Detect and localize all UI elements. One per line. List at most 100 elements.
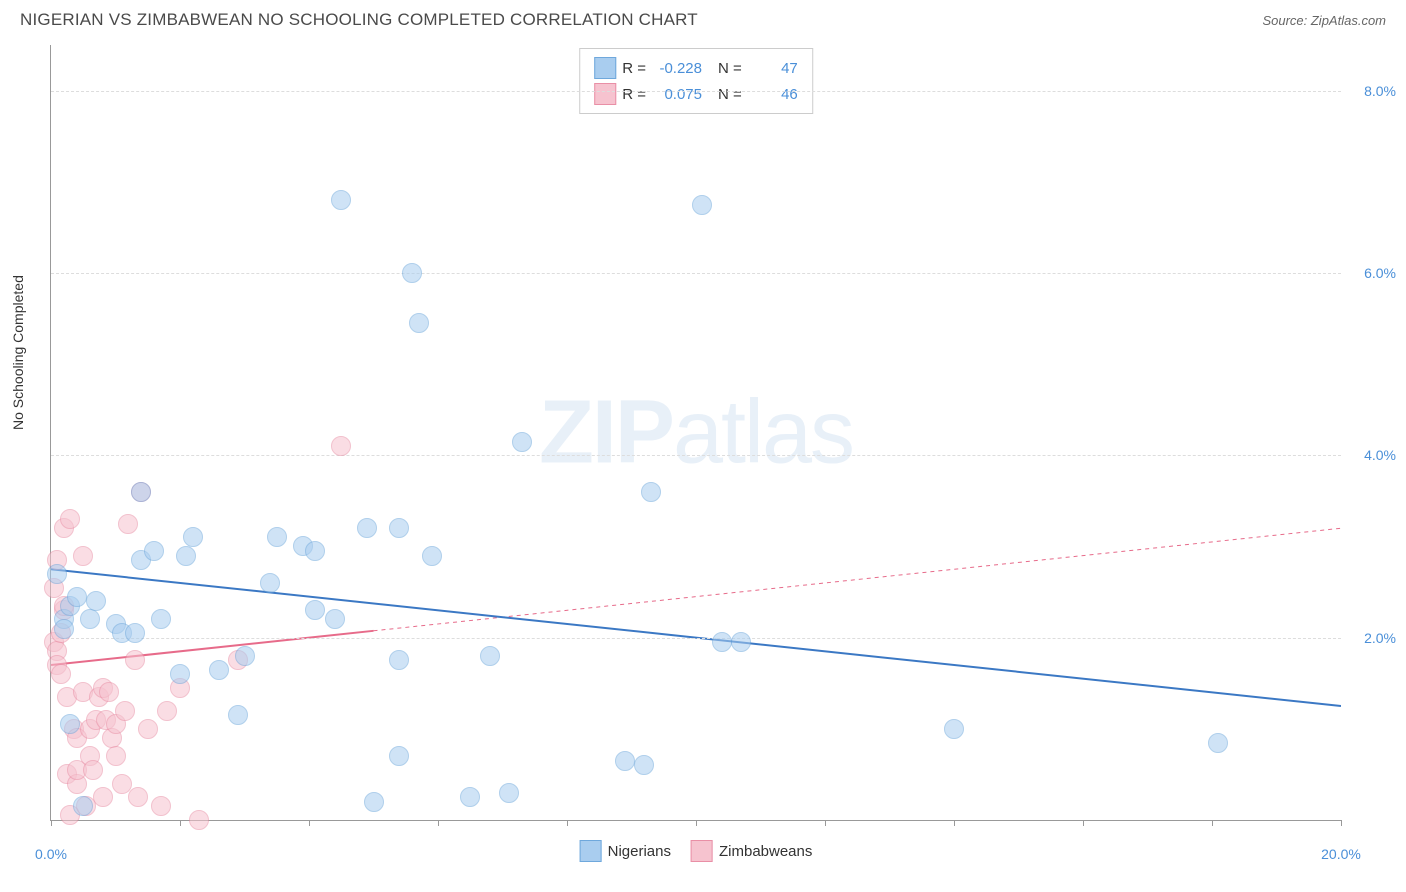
data-point-nigerians	[60, 714, 80, 734]
x-tick	[696, 820, 697, 826]
data-point-nigerians	[183, 527, 203, 547]
data-point-nigerians	[67, 587, 87, 607]
data-point-zimbabweans	[115, 701, 135, 721]
r-label: R =	[622, 60, 646, 77]
y-axis-label: No Schooling Completed	[10, 275, 26, 430]
x-tick	[309, 820, 310, 826]
y-tick-label: 8.0%	[1364, 83, 1396, 99]
data-point-nigerians	[209, 660, 229, 680]
data-point-nigerians	[305, 600, 325, 620]
data-point-nigerians	[402, 263, 422, 283]
x-tick	[825, 820, 826, 826]
legend-label-zimbabweans: Zimbabweans	[719, 843, 812, 860]
n-value-nigerians: 47	[748, 60, 798, 77]
stats-row-nigerians: R = -0.228 N = 47	[594, 55, 798, 81]
x-tick	[51, 820, 52, 826]
data-point-nigerians	[228, 705, 248, 725]
x-tick	[1212, 820, 1213, 826]
data-point-nigerians	[460, 787, 480, 807]
x-tick-label: 0.0%	[35, 846, 67, 862]
data-point-nigerians	[151, 609, 171, 629]
data-point-nigerians	[422, 546, 442, 566]
r-value-zimbabweans: 0.075	[652, 86, 702, 103]
data-point-zimbabweans	[60, 509, 80, 529]
trend-lines-svg	[51, 45, 1341, 820]
data-point-zimbabweans	[106, 746, 126, 766]
data-point-nigerians	[692, 195, 712, 215]
data-point-nigerians	[409, 313, 429, 333]
x-tick	[1341, 820, 1342, 826]
data-point-nigerians	[615, 751, 635, 771]
watermark-atlas: atlas	[673, 382, 853, 482]
legend-label-nigerians: Nigerians	[608, 843, 671, 860]
data-point-nigerians	[125, 623, 145, 643]
swatch-nigerians-icon	[594, 57, 616, 79]
data-point-nigerians	[305, 541, 325, 561]
data-point-nigerians	[170, 664, 190, 684]
data-point-nigerians	[54, 619, 74, 639]
data-point-nigerians	[260, 573, 280, 593]
data-point-zimbabweans	[157, 701, 177, 721]
legend-item-nigerians: Nigerians	[580, 840, 671, 862]
x-tick-label: 20.0%	[1321, 846, 1361, 862]
n-label: N =	[718, 86, 742, 103]
data-point-zimbabweans	[331, 436, 351, 456]
n-label: N =	[718, 60, 742, 77]
data-point-nigerians	[357, 518, 377, 538]
data-point-nigerians	[86, 591, 106, 611]
swatch-zimbabweans-icon	[691, 840, 713, 862]
data-point-nigerians	[641, 482, 661, 502]
data-point-nigerians	[47, 564, 67, 584]
r-label: R =	[622, 86, 646, 103]
stats-row-zimbabweans: R = 0.075 N = 46	[594, 81, 798, 107]
chart-plot-area: ZIPatlas R = -0.228 N = 47 R = 0.075 N =…	[50, 45, 1341, 821]
watermark-text: ZIPatlas	[539, 381, 853, 484]
data-point-nigerians	[731, 632, 751, 652]
data-point-zimbabweans	[118, 514, 138, 534]
data-point-nigerians	[144, 541, 164, 561]
data-point-nigerians	[389, 746, 409, 766]
y-tick-label: 6.0%	[1364, 265, 1396, 281]
data-point-nigerians	[389, 518, 409, 538]
data-point-nigerians	[80, 609, 100, 629]
data-point-zimbabweans	[83, 760, 103, 780]
data-point-zimbabweans	[73, 546, 93, 566]
grid-line	[51, 638, 1341, 639]
data-point-nigerians	[712, 632, 732, 652]
data-point-nigerians	[331, 190, 351, 210]
data-point-nigerians	[480, 646, 500, 666]
data-point-nigerians	[512, 432, 532, 452]
bottom-legend: Nigerians Zimbabweans	[580, 840, 813, 862]
n-value-zimbabweans: 46	[748, 86, 798, 103]
data-point-zimbabweans	[51, 664, 71, 684]
data-point-nigerians	[267, 527, 287, 547]
data-point-nigerians	[944, 719, 964, 739]
data-point-zimbabweans	[125, 650, 145, 670]
data-point-nigerians	[176, 546, 196, 566]
swatch-nigerians-icon	[580, 840, 602, 862]
data-point-nigerians	[73, 796, 93, 816]
data-point-nigerians	[499, 783, 519, 803]
source-label: Source: ZipAtlas.com	[1262, 13, 1386, 28]
x-tick	[567, 820, 568, 826]
data-point-nigerians	[235, 646, 255, 666]
data-point-nigerians	[325, 609, 345, 629]
grid-line	[51, 455, 1341, 456]
x-tick	[1083, 820, 1084, 826]
data-point-zimbabweans	[189, 810, 209, 830]
grid-line	[51, 273, 1341, 274]
x-tick	[438, 820, 439, 826]
legend-item-zimbabweans: Zimbabweans	[691, 840, 812, 862]
data-point-nigerians	[364, 792, 384, 812]
data-point-zimbabweans	[151, 796, 171, 816]
x-tick	[180, 820, 181, 826]
data-point-zimbabweans	[99, 682, 119, 702]
data-point-nigerians	[131, 482, 151, 502]
stats-legend-box: R = -0.228 N = 47 R = 0.075 N = 46	[579, 48, 813, 114]
data-point-nigerians	[389, 650, 409, 670]
x-tick	[954, 820, 955, 826]
data-point-nigerians	[1208, 733, 1228, 753]
y-tick-label: 2.0%	[1364, 630, 1396, 646]
chart-title: NIGERIAN VS ZIMBABWEAN NO SCHOOLING COMP…	[20, 10, 698, 30]
data-point-nigerians	[634, 755, 654, 775]
